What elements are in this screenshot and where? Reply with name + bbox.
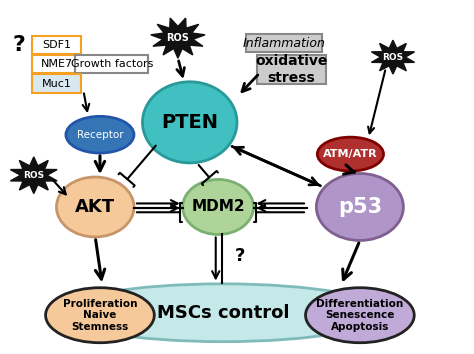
Text: Proliferation
Naive
Stemness: Proliferation Naive Stemness <box>63 299 137 332</box>
Text: ?: ? <box>235 247 245 266</box>
Text: PTEN: PTEN <box>161 113 218 132</box>
Text: ATM/ATR: ATM/ATR <box>323 149 378 159</box>
Text: NME7: NME7 <box>40 59 73 69</box>
FancyBboxPatch shape <box>257 55 326 84</box>
Text: SDF1: SDF1 <box>42 40 71 50</box>
Polygon shape <box>10 157 57 194</box>
Text: MSCs control: MSCs control <box>156 304 289 322</box>
Ellipse shape <box>60 284 386 342</box>
Text: ROS: ROS <box>23 171 45 180</box>
Text: p53: p53 <box>338 197 382 217</box>
Ellipse shape <box>143 82 237 163</box>
Ellipse shape <box>317 173 403 240</box>
Ellipse shape <box>318 137 383 171</box>
Ellipse shape <box>306 288 414 343</box>
FancyBboxPatch shape <box>75 55 148 73</box>
Ellipse shape <box>182 179 254 234</box>
Polygon shape <box>151 18 205 58</box>
Text: Inflammation: Inflammation <box>243 36 326 50</box>
Text: MDM2: MDM2 <box>191 199 245 215</box>
Ellipse shape <box>66 116 134 153</box>
Text: ROS: ROS <box>383 53 403 62</box>
Ellipse shape <box>56 177 134 237</box>
FancyBboxPatch shape <box>246 34 322 52</box>
Text: AKT: AKT <box>75 198 115 216</box>
FancyBboxPatch shape <box>32 55 81 73</box>
Text: Receptor: Receptor <box>77 130 123 140</box>
Text: Growth factors: Growth factors <box>71 59 153 69</box>
Ellipse shape <box>46 288 155 343</box>
Text: Muc1: Muc1 <box>42 79 72 88</box>
FancyBboxPatch shape <box>32 74 81 93</box>
Polygon shape <box>372 40 415 74</box>
Text: ROS: ROS <box>166 33 189 43</box>
Text: oxidative
stress: oxidative stress <box>255 55 328 85</box>
Text: ?: ? <box>12 35 26 55</box>
FancyBboxPatch shape <box>32 36 81 54</box>
Text: Differentiation
Senescence
Apoptosis: Differentiation Senescence Apoptosis <box>316 299 403 332</box>
